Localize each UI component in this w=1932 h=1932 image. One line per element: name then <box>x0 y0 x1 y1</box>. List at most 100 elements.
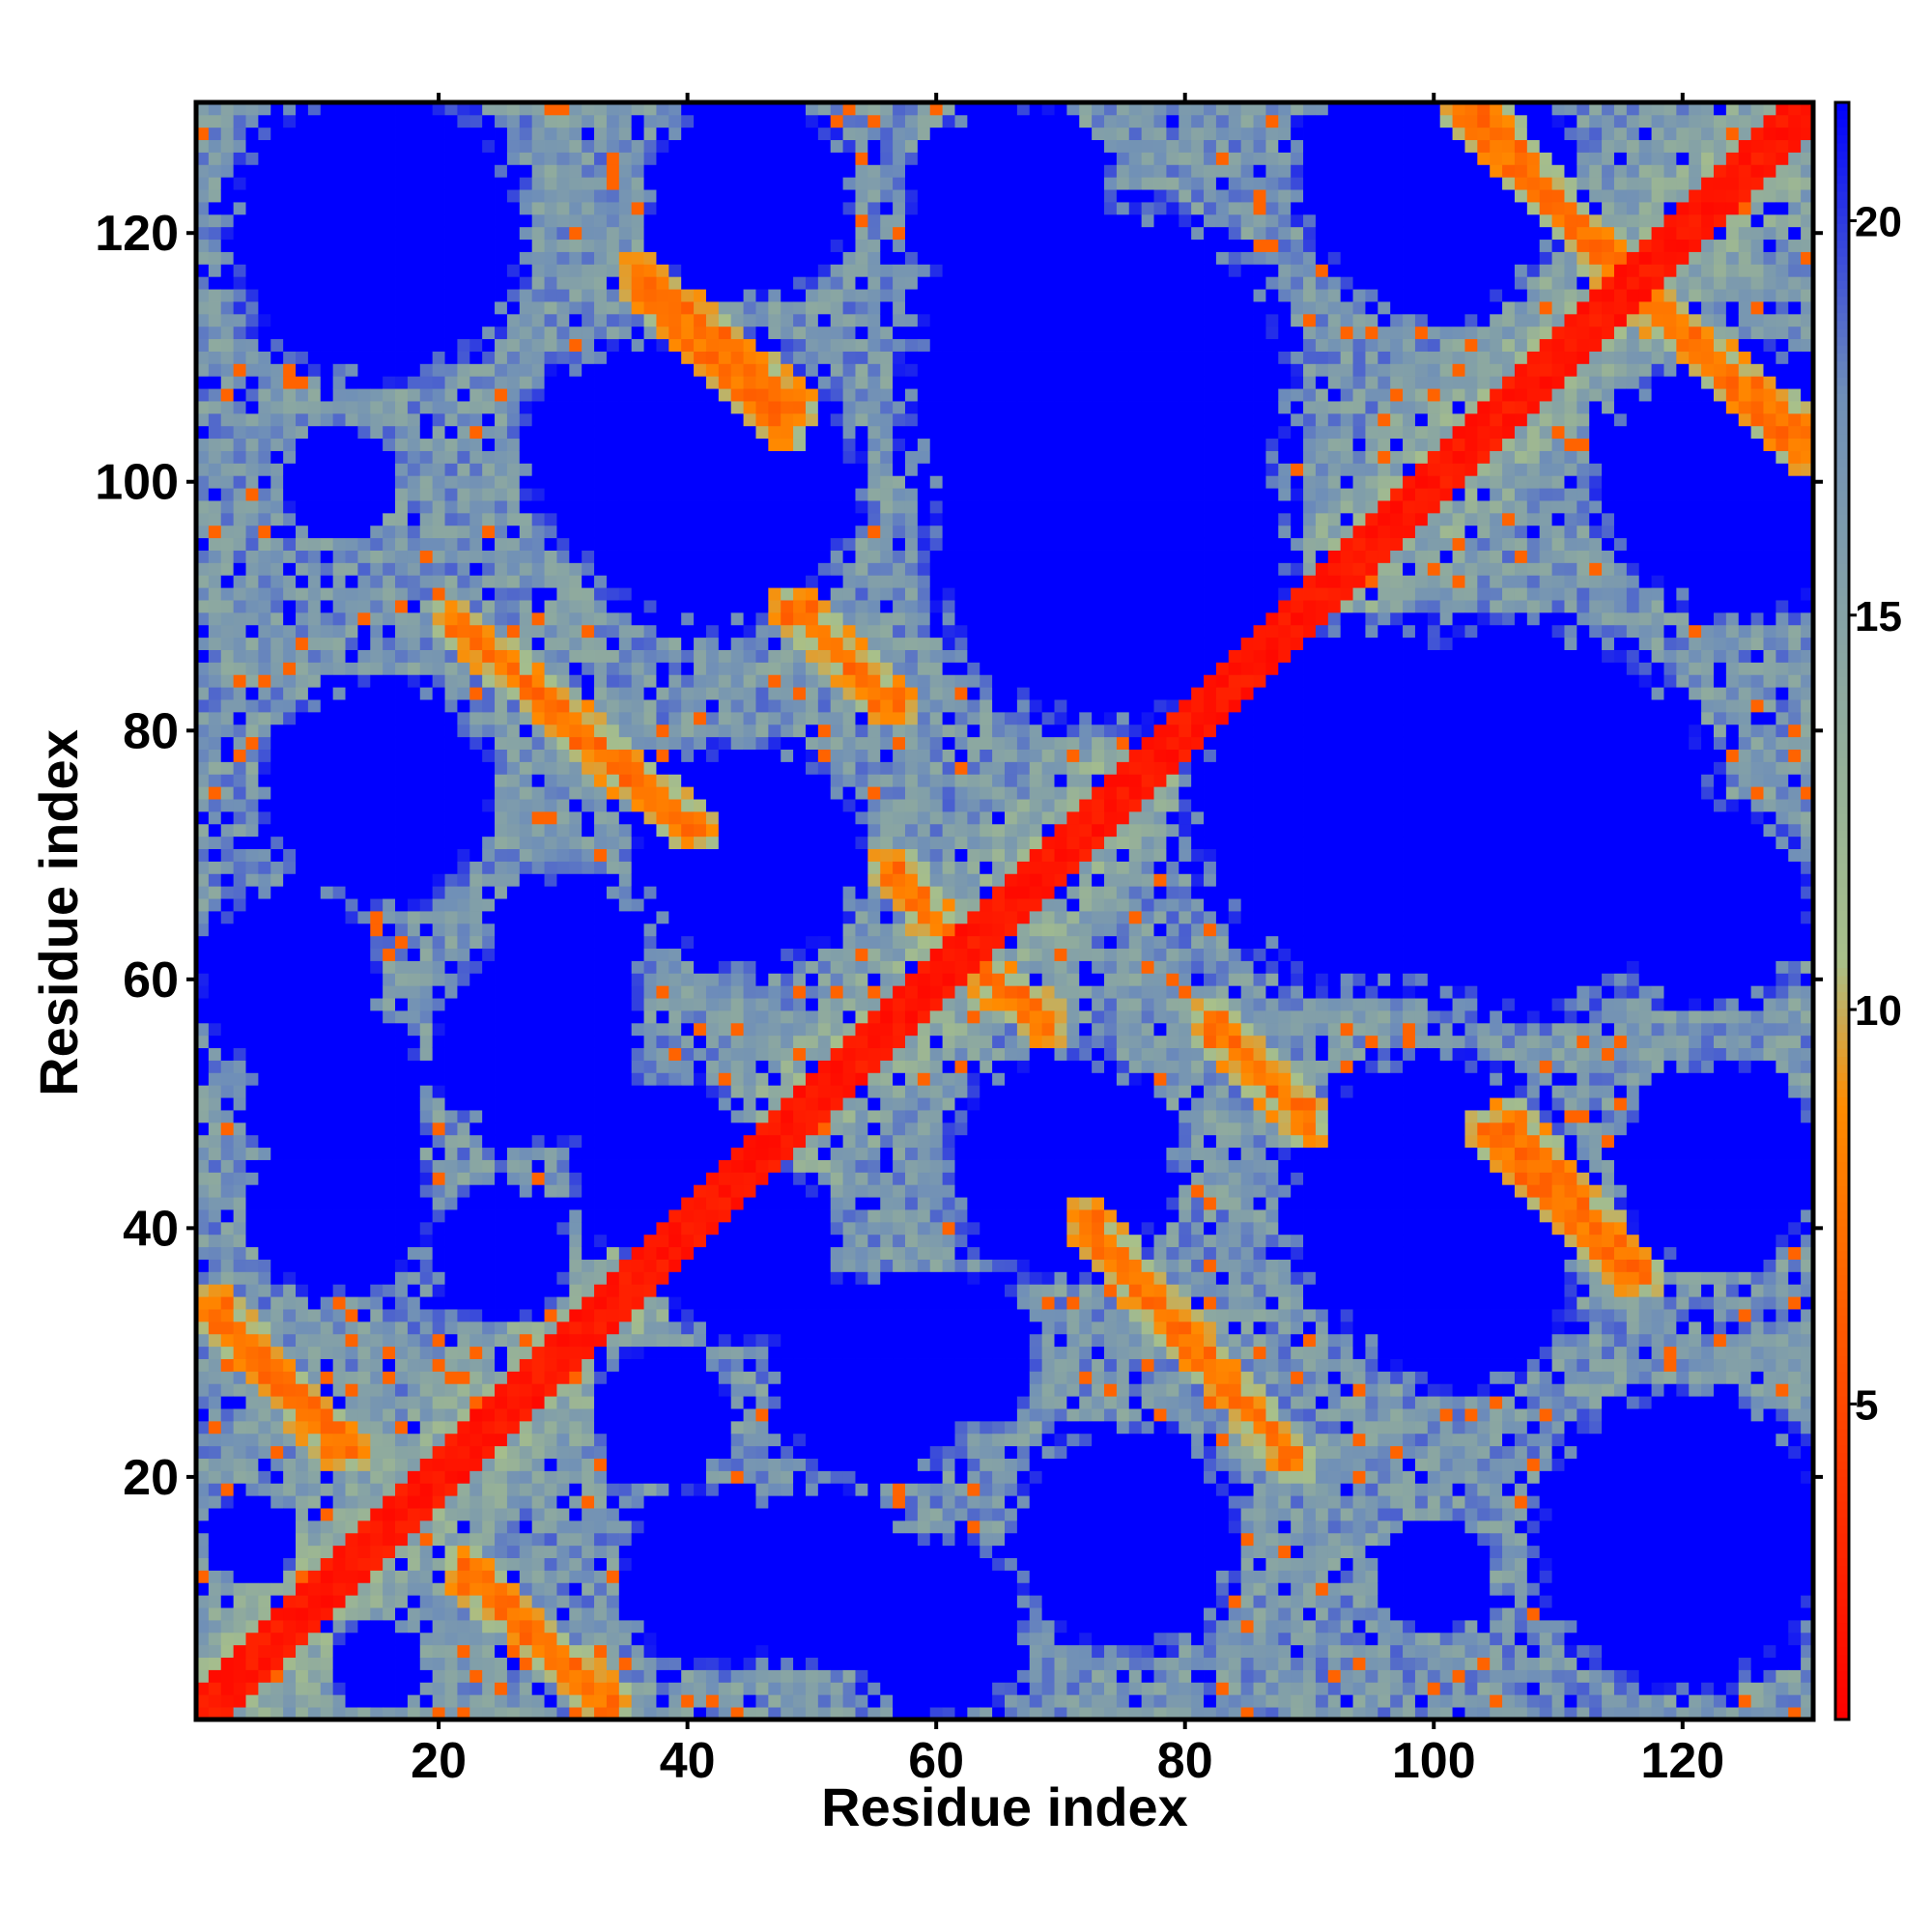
heatmap-cell <box>395 998 409 1011</box>
heatmap-cell <box>395 1035 409 1049</box>
heatmap-cell <box>506 1060 521 1073</box>
heatmap-cell <box>582 774 595 787</box>
heatmap-cell <box>556 774 570 787</box>
heatmap-cell <box>407 127 421 141</box>
heatmap-cell <box>556 575 570 588</box>
heatmap-cell <box>432 973 445 986</box>
heatmap-cell <box>332 276 346 290</box>
heatmap-cell <box>582 749 595 762</box>
heatmap-cell <box>370 388 384 402</box>
heatmap-cell <box>519 823 533 838</box>
heatmap-cell <box>370 1619 384 1634</box>
heatmap-cell <box>220 550 235 563</box>
heatmap-cell <box>208 1333 222 1348</box>
heatmap-cell <box>594 114 608 128</box>
heatmap-cell <box>569 898 582 912</box>
heatmap-cell <box>395 1445 409 1459</box>
heatmap-cell <box>320 600 334 613</box>
heatmap-cell <box>233 1022 246 1037</box>
heatmap-cell <box>233 1110 246 1123</box>
heatmap-cell <box>556 363 570 377</box>
heatmap-cell <box>556 264 570 277</box>
heatmap-cell <box>594 1396 608 1409</box>
heatmap-cell <box>618 1197 633 1210</box>
heatmap-cell <box>618 562 633 576</box>
heatmap-cell <box>556 749 570 762</box>
heatmap-cell <box>506 774 521 787</box>
heatmap-cell <box>482 649 496 663</box>
heatmap-cell <box>582 1545 595 1558</box>
heatmap-cell <box>345 363 358 377</box>
heatmap-cell <box>383 251 396 265</box>
heatmap-cell <box>332 139 346 153</box>
heatmap-cell <box>357 1184 371 1198</box>
heatmap-cell <box>432 1408 445 1422</box>
heatmap-cell <box>283 662 297 675</box>
heatmap-cell <box>531 326 545 340</box>
heatmap-cell <box>220 488 235 501</box>
heatmap-cell <box>320 276 334 290</box>
heatmap-cell <box>519 152 533 165</box>
heatmap-cell <box>444 251 458 265</box>
heatmap-cell <box>506 1184 521 1198</box>
heatmap-cell <box>631 1246 644 1260</box>
heatmap-cell <box>556 1035 570 1049</box>
heatmap-cell <box>444 1532 458 1547</box>
heatmap-cell <box>432 1246 445 1260</box>
heatmap-cell <box>643 836 657 850</box>
heatmap-cell <box>270 1595 284 1608</box>
heatmap-cell <box>383 1408 396 1422</box>
heatmap-cell <box>444 810 458 825</box>
heatmap-cell <box>196 114 210 128</box>
heatmap-cell <box>432 1085 445 1098</box>
heatmap-cell <box>245 1644 259 1659</box>
heatmap-cell <box>643 1159 657 1173</box>
heatmap-cell <box>444 1333 458 1348</box>
heatmap-cell <box>618 127 633 141</box>
heatmap-cell <box>631 1209 644 1223</box>
heatmap-cell <box>432 1209 445 1223</box>
heatmap-cell <box>469 1060 483 1073</box>
heatmap-cell <box>556 1271 570 1285</box>
heatmap-cell <box>495 139 508 153</box>
heatmap-cell <box>519 611 533 626</box>
heatmap-cell <box>258 761 271 775</box>
heatmap-cell <box>495 1284 508 1297</box>
heatmap-cell <box>631 1122 644 1136</box>
heatmap-cell <box>643 587 657 601</box>
heatmap-cell <box>345 1234 358 1248</box>
heatmap-cell <box>357 1582 371 1596</box>
heatmap-cell <box>395 898 409 912</box>
heatmap-cell <box>196 1644 210 1659</box>
heatmap-cell <box>656 575 669 588</box>
heatmap-cell <box>656 313 669 327</box>
heatmap-cell <box>444 1209 458 1223</box>
heatmap-cell <box>668 1570 682 1583</box>
heatmap-cell <box>395 550 409 563</box>
heatmap-cell <box>370 500 384 514</box>
heatmap-cell <box>482 152 496 165</box>
heatmap-cell <box>196 1396 210 1409</box>
heatmap-cell <box>320 848 334 862</box>
heatmap-cell <box>345 1632 358 1646</box>
heatmap-cell <box>220 213 235 228</box>
heatmap-cell <box>569 1110 582 1123</box>
heatmap-cell <box>618 1396 633 1409</box>
heatmap-cell <box>407 1420 421 1435</box>
heatmap-cell <box>506 1085 521 1098</box>
heatmap-cell <box>643 512 657 526</box>
heatmap-cell <box>444 1147 458 1160</box>
heatmap-cell <box>245 624 259 639</box>
heatmap-cell <box>220 239 235 252</box>
heatmap-cell <box>407 1060 421 1073</box>
heatmap-cell <box>258 1358 271 1372</box>
heatmap-cell <box>419 1470 434 1484</box>
heatmap-cell <box>419 264 434 277</box>
heatmap-cell <box>544 500 557 514</box>
heatmap-cell <box>419 512 434 526</box>
heatmap-cell <box>407 164 421 178</box>
heatmap-cell <box>208 301 222 315</box>
heatmap-cell <box>556 425 570 440</box>
heatmap-cell <box>606 1607 620 1621</box>
heatmap-cell <box>556 1159 570 1173</box>
